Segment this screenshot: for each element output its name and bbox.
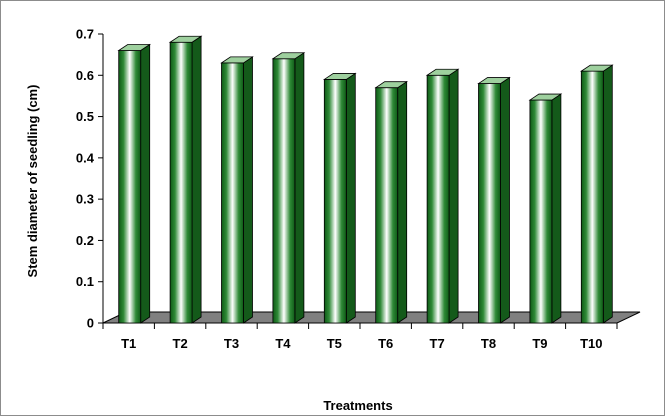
bar — [168, 35, 203, 324]
bar-side — [243, 56, 253, 324]
bar — [322, 72, 357, 324]
bar-front — [426, 74, 450, 324]
bar-side — [551, 93, 562, 324]
bar-front — [169, 41, 193, 324]
bar-side — [397, 80, 408, 324]
bar-front — [580, 70, 604, 324]
x-axis-title: Treatments — [323, 398, 392, 413]
bar-top — [425, 68, 460, 76]
x-tick-label: T9 — [532, 336, 547, 351]
x-tick-label: T7 — [430, 336, 445, 351]
bar — [425, 68, 460, 324]
y-tick-label: 0.1 — [76, 274, 94, 289]
x-tick-label: T3 — [224, 336, 239, 351]
x-tick-label: T1 — [121, 336, 136, 351]
bar-side — [191, 35, 202, 324]
bar — [117, 43, 152, 324]
bar-side — [140, 43, 151, 324]
bar-side — [602, 64, 613, 324]
bar-side — [448, 68, 459, 324]
bar — [271, 52, 306, 324]
bar-top — [117, 44, 152, 51]
bar-side — [294, 52, 305, 324]
y-tick-label: 0.7 — [76, 27, 94, 42]
bar-top — [579, 64, 614, 72]
bar-side — [345, 72, 356, 324]
bar — [220, 56, 254, 324]
bar-front — [118, 50, 142, 324]
bar — [579, 64, 614, 324]
bar-top — [168, 35, 203, 43]
x-tick-label: T10 — [580, 336, 602, 351]
bar-front — [221, 62, 244, 324]
y-tick-label: 0.4 — [76, 150, 95, 165]
bar-top — [271, 52, 306, 60]
x-tick-label: T6 — [378, 336, 393, 351]
x-tick-label: T2 — [173, 336, 188, 351]
bar-front — [375, 87, 399, 324]
y-axis-title: Stem diameter of seedling (cm) — [25, 85, 40, 278]
x-tick-label: T4 — [275, 336, 291, 351]
y-tick-label: 0.6 — [76, 68, 94, 83]
x-tick-label: T8 — [481, 336, 496, 351]
y-tick-label: 0.5 — [76, 109, 94, 124]
bar-front — [529, 99, 553, 324]
bar — [528, 93, 563, 324]
bar-side — [500, 76, 510, 324]
bar-front — [478, 83, 501, 324]
bar — [477, 76, 511, 324]
bar-top — [528, 93, 563, 101]
bar-top — [220, 56, 254, 64]
bar-front — [323, 79, 347, 324]
bar-top — [322, 73, 357, 80]
bar — [374, 80, 409, 324]
bar-top — [374, 81, 409, 89]
bar-top — [477, 77, 511, 84]
x-tick-label: T5 — [327, 336, 342, 351]
bar-front — [272, 58, 296, 324]
y-tick-label: 0 — [87, 316, 94, 331]
y-tick-label: 0.2 — [76, 233, 94, 248]
y-tick-label: 0.3 — [76, 192, 94, 207]
